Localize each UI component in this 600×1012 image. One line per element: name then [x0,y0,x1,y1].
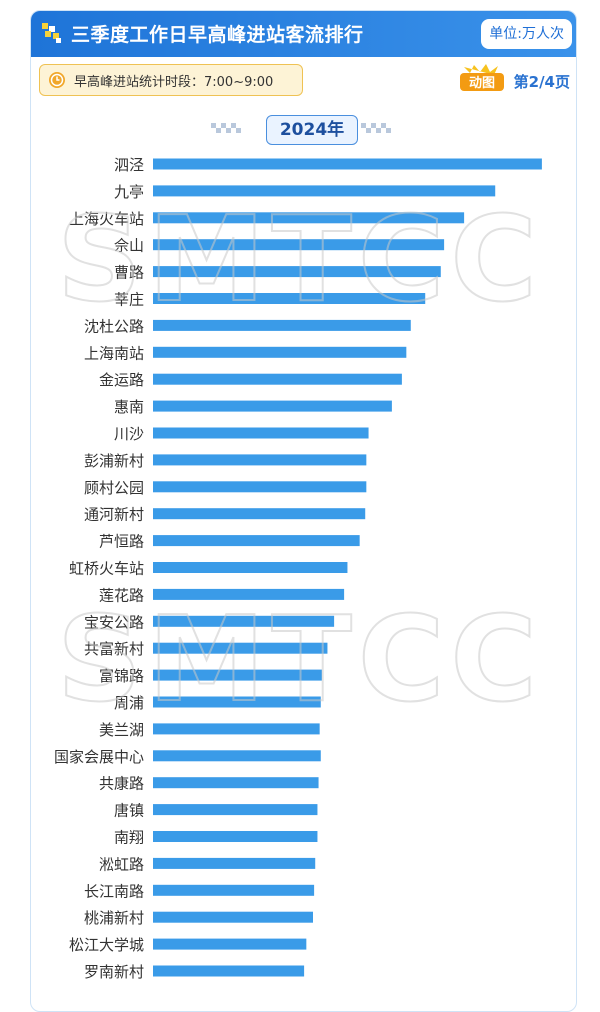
bar-沈杜公路 [153,319,411,331]
category-label: 九亭 [114,183,144,201]
bar-莲花路 [153,588,345,600]
page-title: 三季度工作日早高峰进站客流排行 [71,24,364,46]
category-label: 南翔 [114,829,144,847]
animated-badge-label: 动图 [469,76,495,91]
bar-周浦 [153,696,321,708]
chart-title: 2024年 [266,115,358,145]
bar-金运路 [153,373,402,385]
bar-宝安公路 [153,615,335,627]
category-label: 富锦路 [99,667,144,685]
bar-川沙 [153,427,369,439]
period-banner: 早高峰进站统计时段：7:00~9:00 [39,64,303,96]
category-label: 唐镇 [114,802,144,820]
bar-唐镇 [153,804,318,816]
clock-icon [49,72,65,88]
bar-长江南路 [153,884,315,896]
bar-罗南新村 [153,965,305,977]
category-label: 松江大学城 [69,936,144,954]
bar-泗泾 [153,158,542,170]
bar-共富新村 [153,642,328,654]
category-label-group: 泗泾九亭上海火车站佘山曹路莘庄沈杜公路上海南站金运路惠南川沙彭浦新村顾村公园通河… [54,156,144,980]
category-label: 共康路 [99,775,144,793]
bar-上海火车站 [153,212,465,224]
category-label: 淞虹路 [99,855,144,873]
category-label: 泗泾 [114,156,144,174]
category-label: 周浦 [114,694,144,712]
bar-通河新村 [153,508,366,520]
header-bar: 三季度工作日早高峰进站客流排行 单位:万人次 [31,11,576,57]
category-label: 金运路 [99,371,144,389]
category-label: 川沙 [114,425,144,443]
bar-莘庄 [153,293,426,304]
period-label: 早高峰进站统计时段：7:00~9:00 [74,75,274,90]
metro-logo-icon [42,23,61,43]
bar-淞虹路 [153,857,316,869]
bar-美兰湖 [153,723,320,735]
bar-chart: 泗泾九亭上海火车站佘山曹路莘庄沈杜公路上海南站金运路惠南川沙彭浦新村顾村公园通河… [54,156,543,980]
bar-南翔 [153,831,318,842]
category-label: 罗南新村 [84,963,144,980]
category-label: 美兰湖 [99,721,144,739]
category-label: 顾村公园 [84,479,144,497]
unit-badge: 单位:万人次 [481,19,572,49]
animated-badge: 动图 [460,64,504,91]
bar-共康路 [153,777,319,789]
category-label: 共富新村 [84,640,144,658]
bar-上海南站 [153,346,407,358]
watermark-group: SMTCC SMTCC [56,189,543,729]
category-label: 惠南 [114,398,144,416]
category-label: 长江南路 [84,882,144,900]
bar-富锦路 [153,669,322,681]
category-label: 通河新村 [84,506,144,524]
category-label: 彭浦新村 [84,452,144,470]
bar-曹路 [153,266,441,278]
category-label: 上海南站 [84,344,144,362]
bar-虹桥火车站 [153,562,348,573]
bar-group [153,158,542,977]
category-label: 莘庄 [114,291,144,309]
category-label: 曹路 [114,264,144,282]
category-label: 芦恒路 [99,533,144,551]
bar-惠南 [153,400,392,412]
bar-国家会展中心 [153,750,321,762]
category-label: 国家会展中心 [54,748,144,766]
bar-彭浦新村 [153,454,367,466]
category-label: 桃浦新村 [84,909,144,927]
year-banner: 2024年 [211,115,391,145]
watermark-text: SMTCC [57,190,543,328]
ranking-card: 三季度工作日早高峰进站客流排行 单位:万人次 早高峰进站统计时段：7:00~9:… [30,10,577,1012]
bar-佘山 [153,239,445,251]
bar-松江大学城 [153,938,307,950]
bar-顾村公园 [153,481,367,493]
page-indicator: 第2/4页 [513,73,570,91]
category-label: 莲花路 [99,586,144,604]
watermark-text: SMTCC [57,590,543,728]
category-label: 佘山 [114,237,144,255]
category-label: 上海火车站 [69,210,144,228]
year-banner-decoration [211,123,391,133]
bar-桃浦新村 [153,911,313,923]
bar-九亭 [153,185,496,197]
bar-芦恒路 [153,535,360,547]
category-label: 沈杜公路 [84,317,144,335]
category-label: 虹桥火车站 [69,560,144,578]
category-label: 宝安公路 [84,613,144,631]
